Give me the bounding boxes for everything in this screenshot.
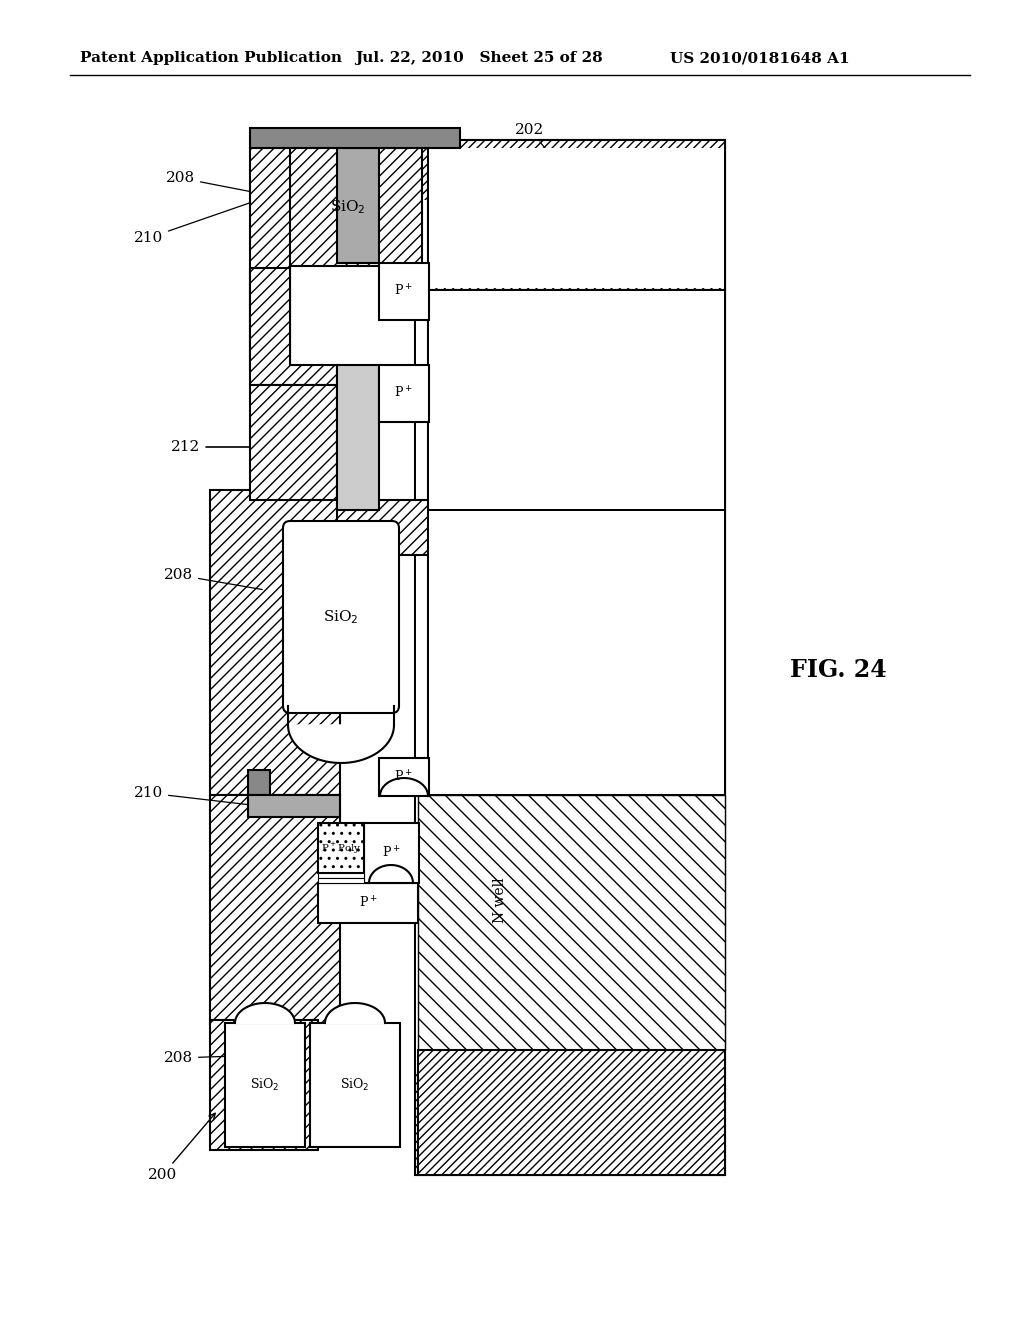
Bar [429, 511, 724, 795]
Text: SiO$_2$: SiO$_2$ [324, 609, 358, 626]
Polygon shape [428, 510, 725, 795]
Text: N well: N well [493, 878, 507, 923]
Text: 200: 200 [148, 1113, 215, 1181]
Bar [225, 1023, 305, 1147]
FancyBboxPatch shape [283, 521, 399, 713]
Polygon shape [418, 795, 725, 1049]
Bar [248, 795, 340, 817]
Bar [210, 1020, 318, 1150]
Bar [379, 758, 429, 796]
Bar [318, 878, 364, 883]
Polygon shape [234, 1003, 295, 1023]
Polygon shape [428, 140, 725, 290]
Polygon shape [288, 725, 394, 763]
Bar [248, 770, 270, 795]
Bar [250, 385, 337, 500]
Text: SiO$_2$: SiO$_2$ [340, 1077, 370, 1093]
Bar [379, 366, 429, 422]
Polygon shape [380, 777, 428, 796]
Bar [318, 873, 364, 878]
Bar [310, 1023, 400, 1147]
Bar [318, 883, 418, 923]
Text: 210: 210 [134, 785, 257, 805]
Bar [270, 148, 422, 267]
Bar [250, 148, 290, 368]
Text: FIG. 24: FIG. 24 [790, 657, 887, 682]
Text: 204: 204 [430, 396, 519, 537]
Bar [337, 500, 428, 554]
Bar [210, 795, 340, 1026]
Polygon shape [428, 290, 725, 510]
Text: SiO$_2$: SiO$_2$ [250, 1077, 280, 1093]
Polygon shape [415, 140, 725, 1175]
Bar [429, 290, 724, 510]
Text: Patent Application Publication: Patent Application Publication [80, 51, 342, 65]
Bar [210, 490, 340, 795]
Text: Jul. 22, 2010   Sheet 25 of 28: Jul. 22, 2010 Sheet 25 of 28 [355, 51, 603, 65]
Bar [364, 822, 419, 883]
Text: SiO$_2$: SiO$_2$ [330, 198, 366, 216]
Text: P$^+$: P$^+$ [382, 845, 400, 861]
Bar [416, 201, 724, 1071]
Bar [318, 822, 364, 873]
Bar [429, 148, 724, 288]
Text: P$^+$: P$^+$ [358, 895, 377, 911]
Polygon shape [369, 865, 413, 883]
Polygon shape [325, 1003, 385, 1023]
Polygon shape [250, 268, 337, 385]
Text: 208: 208 [166, 172, 265, 194]
Text: US 2010/0181648 A1: US 2010/0181648 A1 [670, 51, 850, 65]
Bar [337, 366, 379, 510]
Text: 206: 206 [431, 292, 519, 327]
Bar [379, 263, 429, 319]
Bar [250, 128, 460, 148]
Text: P$^+$Poly: P$^+$Poly [321, 841, 361, 855]
Text: 208: 208 [164, 568, 262, 590]
Text: 212: 212 [171, 420, 352, 454]
Text: 208: 208 [164, 1051, 262, 1065]
Text: 210: 210 [134, 201, 255, 246]
Polygon shape [418, 1049, 725, 1175]
Text: 202: 202 [515, 123, 553, 158]
Text: P$^+$: P$^+$ [393, 385, 413, 401]
Text: P$^+$: P$^+$ [393, 284, 413, 298]
Text: P$^+$: P$^+$ [393, 770, 413, 784]
Bar [337, 148, 379, 263]
